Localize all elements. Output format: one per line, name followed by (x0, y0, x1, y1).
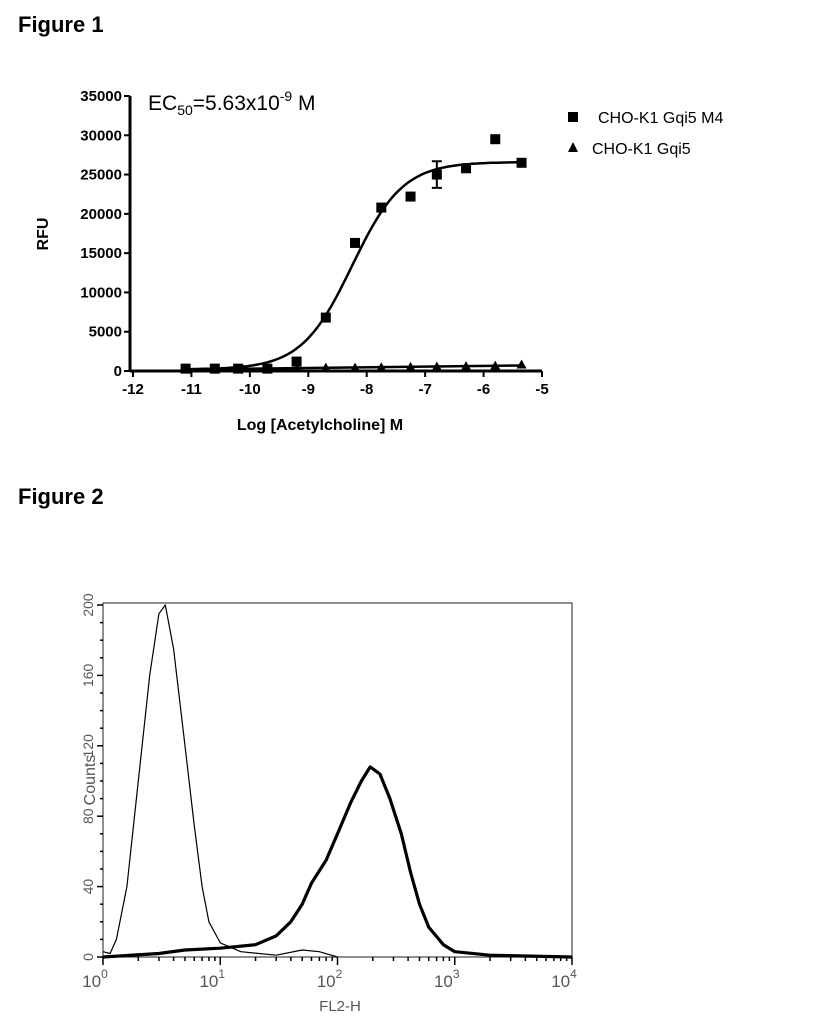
fig1-fit-curve-0 (185, 161, 522, 371)
tick-base: 10 (551, 972, 570, 991)
fig1-x-axis-label: Log [Acetylcholine] M (237, 417, 403, 434)
fig1-x-tick-label: -10 (239, 381, 261, 398)
tick-exponent: 1 (218, 967, 225, 981)
fig1-data-point-square (461, 163, 472, 174)
ec50-exponent: -9 (280, 88, 293, 104)
fig2-y-tick-label: 40 (80, 879, 96, 895)
fig1-data-point-triangle (350, 362, 361, 372)
fig1-x-tick-label: -12 (122, 381, 144, 398)
fig2-y-tick-label: 200 (80, 593, 96, 617)
fig1-data-point-triangle (209, 363, 220, 373)
fig1-data-point-square (490, 134, 501, 145)
fig1-y-tick-label: 30000 (80, 127, 122, 144)
tick-base: 10 (199, 972, 218, 991)
tick-exponent: 4 (570, 967, 577, 981)
figure-1-title: Figure 1 (18, 12, 104, 37)
fig1-data-point-triangle (180, 363, 191, 373)
fig1-y-tick-label: 10000 (80, 284, 122, 301)
fig1-data-point-square (405, 191, 416, 202)
fig2-y-tick-label: 80 (80, 808, 96, 824)
legend-label: CHO-K1 Gqi5 (592, 141, 691, 158)
tick-base: 10 (317, 972, 336, 991)
fig2-y-axis-label: Counts (82, 755, 99, 806)
ec50-sub: 50 (177, 102, 193, 118)
fig1-data-point-square (291, 356, 302, 367)
fig2-y-tick-label: 0 (80, 953, 96, 961)
fig1-x-tick-label: -9 (302, 381, 315, 398)
fig1-data-point-triangle (490, 360, 501, 370)
fig1-data-point-triangle (291, 363, 302, 373)
fig2-x-tick-label: 101 (199, 967, 225, 991)
fig1-x-tick-label: -6 (477, 381, 490, 398)
fig1-x-tick-label: -5 (535, 381, 548, 398)
fig1-y-tick-label: 20000 (80, 206, 122, 223)
fig2-x-tick-label: 103 (434, 967, 460, 991)
figure-1-plot: 0 5000 10000 15000 20000 25000 30000 35000 -12 -1… (80, 88, 723, 398)
fig1-y-axis-label: RFU (35, 218, 52, 251)
fig1-data-point-triangle (233, 363, 244, 373)
fig1-data-point-triangle (516, 359, 527, 369)
legend-marker-square (568, 112, 578, 122)
fig2-histogram-thin (102, 604, 338, 958)
fig1-x-tick-label: -8 (360, 381, 373, 398)
fig1-y-tick-label: 5000 (89, 324, 122, 341)
fig1-data-point-square (350, 237, 361, 248)
fig1-data-point-triangle (461, 361, 472, 371)
tick-base: 10 (434, 972, 453, 991)
figure-2-title: Figure 2 (18, 484, 104, 509)
fig2-plot-frame (102, 602, 573, 958)
fig2-x-axis-label: FL2-H (319, 998, 361, 1015)
fig2-x-tick-label: 102 (317, 967, 343, 991)
fig1-data-point-square (320, 312, 331, 323)
ec50-value: =5.63x10 (193, 92, 280, 115)
ec50-annotation: EC50=5.63x10-9 M (148, 88, 316, 118)
fig1-x-tick-label: -7 (418, 381, 431, 398)
fig1-y-tick-label: 0 (114, 363, 122, 380)
tick-exponent: 0 (101, 967, 108, 981)
fig2-y-tick-label: 120 (80, 734, 96, 758)
fig1-data-point-square (431, 169, 442, 180)
fig1-x-tick-label: -11 (181, 381, 202, 398)
fig1-y-tick-label: 35000 (80, 88, 122, 105)
fig1-data-point-triangle (405, 361, 416, 371)
tick-exponent: 2 (336, 967, 343, 981)
fig1-y-tick-label: 15000 (80, 245, 122, 262)
tick-exponent: 3 (453, 967, 460, 981)
fig2-x-tick-label: 100 (82, 967, 108, 991)
fig2-histogram-thick (102, 765, 573, 959)
legend-marker-triangle (568, 142, 578, 152)
fig1-data-point-triangle (376, 362, 387, 372)
fig1-data-point-square (516, 157, 527, 168)
fig2-x-tick-label: 104 (551, 967, 577, 991)
ec50-prefix: EC (148, 92, 177, 115)
legend-label: CHO-K1 Gqi5 M4 (598, 110, 723, 127)
fig1-y-tick-label: 25000 (80, 167, 122, 184)
ec50-unit: M (292, 92, 315, 115)
fig1-data-point-square (376, 202, 387, 213)
tick-base: 10 (82, 972, 101, 991)
fig1-data-point-triangle (431, 361, 442, 371)
fig1-data-point-triangle (262, 363, 273, 373)
fig2-y-tick-label: 160 (80, 664, 96, 688)
fig1-data-point-triangle (320, 362, 331, 372)
